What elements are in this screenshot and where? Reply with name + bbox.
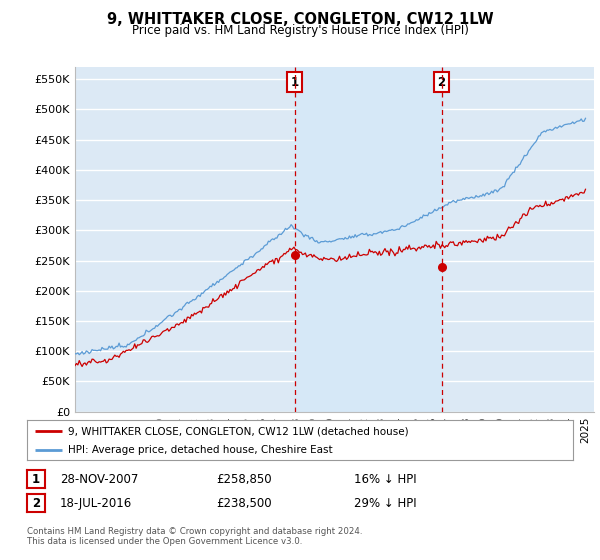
Text: £258,850: £258,850 bbox=[216, 473, 272, 486]
Text: £238,500: £238,500 bbox=[216, 497, 272, 510]
Text: This data is licensed under the Open Government Licence v3.0.: This data is licensed under the Open Gov… bbox=[27, 538, 302, 547]
Text: 18-JUL-2016: 18-JUL-2016 bbox=[60, 497, 132, 510]
Text: Price paid vs. HM Land Registry's House Price Index (HPI): Price paid vs. HM Land Registry's House … bbox=[131, 24, 469, 37]
Text: 16% ↓ HPI: 16% ↓ HPI bbox=[354, 473, 416, 486]
Text: 1: 1 bbox=[32, 473, 40, 486]
Text: 29% ↓ HPI: 29% ↓ HPI bbox=[354, 497, 416, 510]
Text: 9, WHITTAKER CLOSE, CONGLETON, CW12 1LW: 9, WHITTAKER CLOSE, CONGLETON, CW12 1LW bbox=[107, 12, 493, 27]
Text: Contains HM Land Registry data © Crown copyright and database right 2024.: Contains HM Land Registry data © Crown c… bbox=[27, 528, 362, 536]
Bar bbox=[295, 67, 442, 412]
Text: 28-NOV-2007: 28-NOV-2007 bbox=[60, 473, 139, 486]
Text: 2: 2 bbox=[437, 76, 446, 89]
Text: HPI: Average price, detached house, Cheshire East: HPI: Average price, detached house, Ches… bbox=[68, 445, 332, 455]
Text: 1: 1 bbox=[291, 76, 299, 89]
Text: 2: 2 bbox=[32, 497, 40, 510]
Text: 9, WHITTAKER CLOSE, CONGLETON, CW12 1LW (detached house): 9, WHITTAKER CLOSE, CONGLETON, CW12 1LW … bbox=[68, 426, 409, 436]
